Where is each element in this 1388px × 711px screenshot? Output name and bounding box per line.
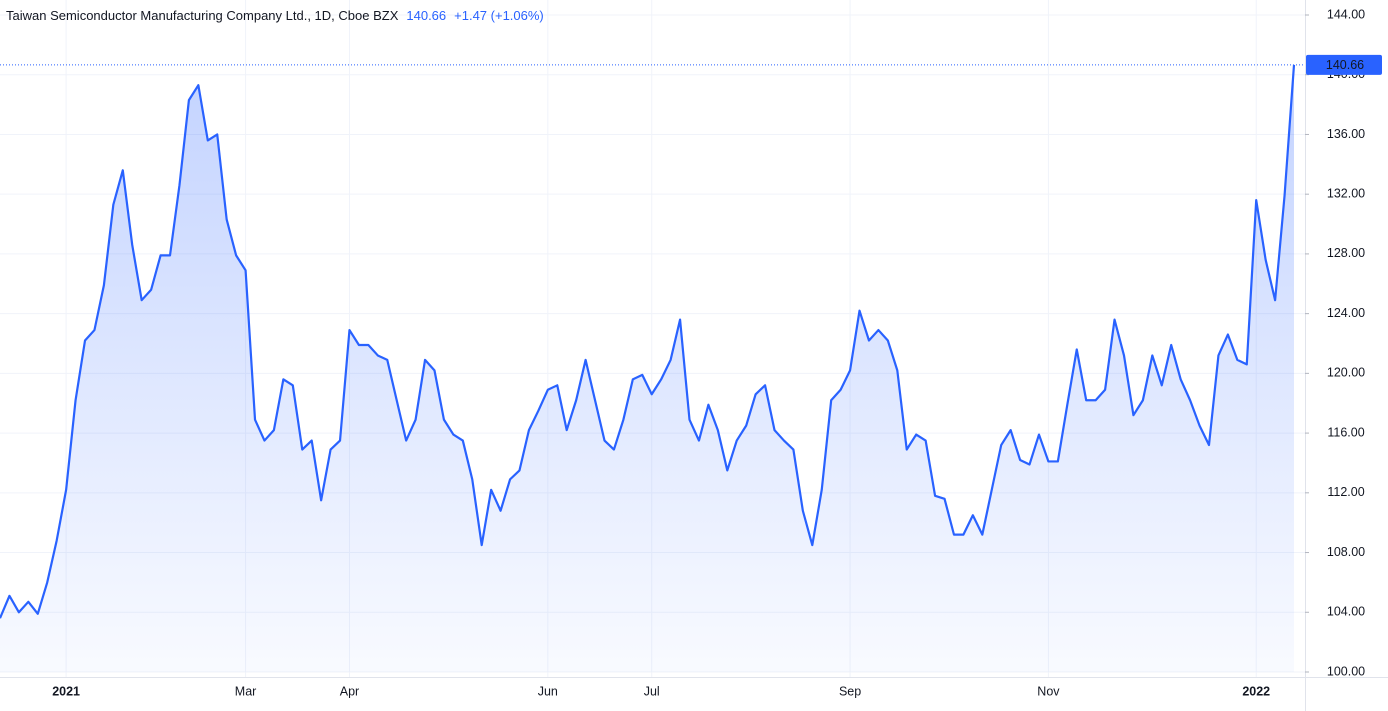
y-tick-label: 144.00 (1327, 7, 1365, 21)
y-tick-label: 124.00 (1327, 306, 1365, 320)
x-tick-label: 2021 (52, 684, 80, 698)
y-tick-label: 136.00 (1327, 127, 1365, 141)
x-tick-label: 2022 (1242, 684, 1270, 698)
last-price-label: 140.66 (1326, 58, 1364, 72)
y-tick-label: 104.00 (1327, 605, 1365, 619)
area (0, 64, 1294, 673)
axes: 100.00 104.00 108.00 112.00 116.00 120.00 124.… (52, 7, 1382, 698)
x-tick-label: Mar (235, 684, 257, 698)
last-price-box (1306, 54, 1382, 75)
x-tick-label: Jun (538, 684, 558, 698)
y-tick-label: 100.00 (1327, 664, 1365, 678)
chart-title: Taiwan Semiconductor Manufacturing Compa… (6, 8, 399, 23)
y-tick-label: 116.00 (1327, 425, 1364, 439)
x-tick-label: Sep (839, 684, 861, 698)
price-line (0, 64, 1296, 619)
y-tick-label: 132.00 (1327, 186, 1365, 200)
last-price: 140.66 (406, 8, 446, 23)
plot (0, 64, 1305, 673)
header: Taiwan Semiconductor Manufacturing Compa… (6, 8, 544, 23)
x-tick-label: Apr (340, 684, 359, 698)
y-tick-label: 112.00 (1327, 485, 1364, 499)
y-tick-label: 128.00 (1327, 246, 1365, 260)
y-tick-label: 108.00 (1327, 545, 1365, 559)
price-change: +1.47 (+1.06%) (454, 8, 544, 23)
x-tick-label: Jul (644, 684, 660, 698)
y-tick-label: 120.00 (1327, 366, 1365, 380)
x-tick-label: Nov (1037, 684, 1060, 698)
